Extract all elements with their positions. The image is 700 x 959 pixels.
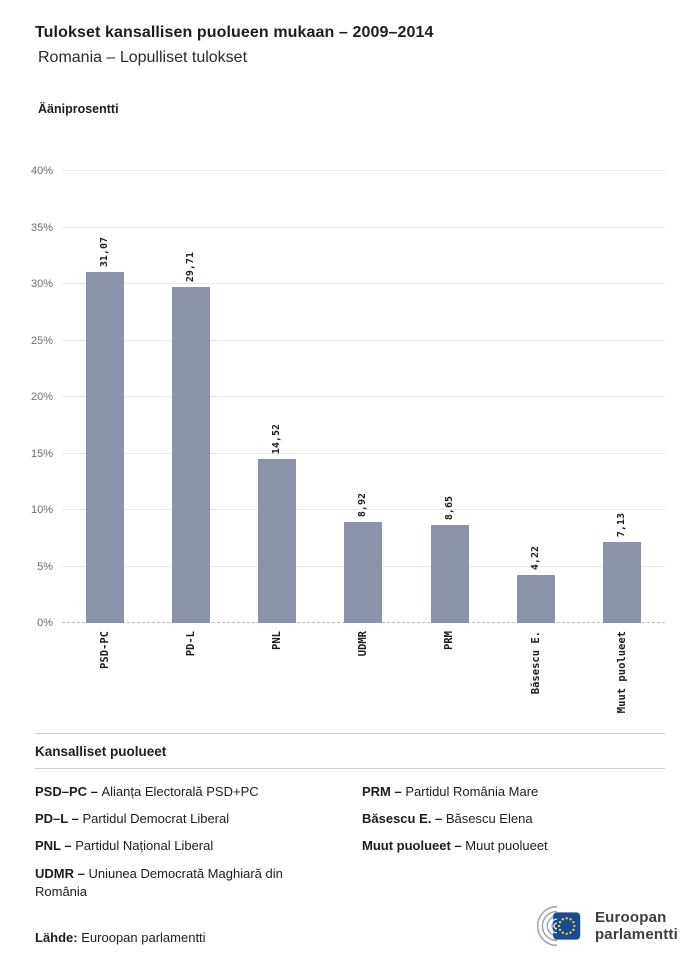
bar-slot: 29,71 [148,171,234,623]
x-tick-slot: Muut puolueet [579,623,665,719]
legend-item-abbr: PSD–PC – [35,784,102,799]
x-tick-slot: UDMR [320,623,406,719]
legend-item: PD–L – Partidul Democrat Liberal [35,810,338,828]
legend-item: Băsescu E. – Băsescu Elena [362,810,665,828]
x-tick-label: PSD-PC [98,631,111,669]
legend-item-abbr: PNL – [35,838,76,854]
gridline [62,170,665,171]
bar-value-label: 29,71 [185,252,197,283]
x-tick-label: Băsescu E. [529,631,542,695]
y-tick-label: 35% [30,221,53,234]
legend-item-name: Alianța Electorală PSD+PC [101,784,259,799]
y-tick-label: 0% [37,617,53,629]
bar-UDMR [344,522,383,623]
x-tick-slot: PD-L [148,623,234,719]
gridline [62,226,665,228]
gridline [62,509,665,510]
legend-item-name: Uniunea Democrată Maghiară din România [35,865,283,899]
source-text: Euroopan parlamentti [81,930,206,945]
x-tick-slot: PNL [234,623,320,719]
chart-subtitle: Romania – Lopulliset tulokset [38,49,248,66]
bar-value-label: 14,52 [271,423,283,454]
y-axis-label: Ääniprosentti [38,102,119,116]
legend-columns: PSD–PC – Alianța Electorală PSD+PC PD–L –… [35,769,665,905]
legend-item-name: Partidul România Mare [405,784,539,799]
y-tick-label: 25% [30,334,53,347]
bar-chart: 0% 5% 10% 15% 20% 25% 30% 35% 40% 31,07 29,71 14,52… [31,165,665,719]
bar-slot: 8,92 [320,171,406,623]
bar-Muut puolueet [602,542,641,623]
legend-item: PRM – Partidul România Mare [362,783,665,801]
logo-text: Euroopan parlamentti [595,909,678,944]
legend-item-abbr: Băsescu E. – [362,811,446,827]
y-tick-label: 15% [30,447,53,460]
x-axis-labels: PSD-PC PD-L PNL UDMR PRM Băsescu E. Muut puolu… [62,623,665,719]
source-label: Lähde: [35,930,78,945]
bar-PRM [430,525,469,623]
legend-item-name: Muut puolueet [465,838,548,854]
legend-heading-rule [35,768,665,769]
legend-item: PNL – Partidul Național Liberal [35,837,338,855]
bar-value-label: 4,22 [529,546,541,571]
legend-top-rule [35,733,665,734]
legend-item-abbr: PD–L – [35,811,83,827]
bar-PD-L [172,287,211,623]
logo-text-line1: Euroopan [594,908,667,926]
x-tick-label: Muut puolueet [615,631,628,714]
legend-item: UDMR – Uniunea Democrată Maghiară din Ro… [35,865,338,901]
y-tick-label: 30% [30,278,53,290]
bar-value-label: 31,07 [99,236,111,267]
legend-section: Kansalliset puolueet PSD–PC – Alianța El… [35,733,665,905]
legend-item-name: Partidul Democrat Liberal [82,811,230,827]
legend-column: PRM – Partidul România Mare Băsescu E. – … [362,783,665,901]
legend-item-abbr: Muut puolueet – [362,838,466,854]
bar-PNL [258,458,297,623]
bar-slot: 7,13 [579,171,665,623]
bar-value-label: 7,13 [615,513,627,538]
bar-PSD-PC [86,271,125,623]
legend-item-name: Partidul Național Liberal [75,838,214,854]
x-tick-label: PD-L [184,631,197,657]
parliament-hemicycle-icon [536,905,581,947]
european-parliament-logo: Euroopan parlamentti [524,903,678,949]
y-tick-label: 20% [30,391,53,403]
y-tick-label: 5% [37,560,53,573]
bar-row: 31,07 29,71 14,52 8,92 8,65 4,22 7,13 [62,171,665,623]
gridline [62,452,665,454]
bar-slot: 31,07 [62,171,148,623]
legend-item-abbr: PRM – [362,784,406,799]
plot-area: 0% 5% 10% 15% 20% 25% 30% 35% 40% 31,07 29,71 14,52… [31,165,665,629]
bar-slot: 8,65 [407,171,493,623]
x-tick-label: PRM [443,631,456,650]
x-tick-slot: PSD-PC [62,623,148,719]
gridline [62,283,665,284]
legend-item: Muut puolueet – Muut puolueet [362,837,665,855]
bar-slot: 4,22 [493,171,579,623]
legend-item-name: Băsescu Elena [445,811,533,827]
legend-column: PSD–PC – Alianța Electorală PSD+PC PD–L –… [35,783,338,901]
source-note: Lähde: Euroopan parlamentti [35,930,206,949]
bar-value-label: 8,92 [357,493,369,518]
legend-item: PSD–PC – Alianța Electorală PSD+PC [35,783,338,801]
bar-slot: 14,52 [234,171,320,623]
x-tick-slot: PRM [407,623,493,719]
logo-text-line2: parlamentti [594,926,678,943]
gridline [62,339,665,341]
chart-title: Tulokset kansallisen puolueen mukaan – 2… [35,24,434,41]
y-tick-label: 10% [30,504,53,516]
x-tick-label: PNL [271,631,284,650]
bar-value-label: 8,65 [443,496,455,521]
bar-Băsescu E. [516,575,555,623]
x-tick-label: UDMR [357,631,370,657]
legend-item-abbr: UDMR – [35,865,89,881]
x-tick-slot: Băsescu E. [493,623,579,719]
footer: Lähde: Euroopan parlamentti [35,903,678,949]
legend-heading: Kansalliset puolueet [35,744,167,759]
gridline [62,396,665,397]
y-tick-label: 40% [30,165,53,177]
